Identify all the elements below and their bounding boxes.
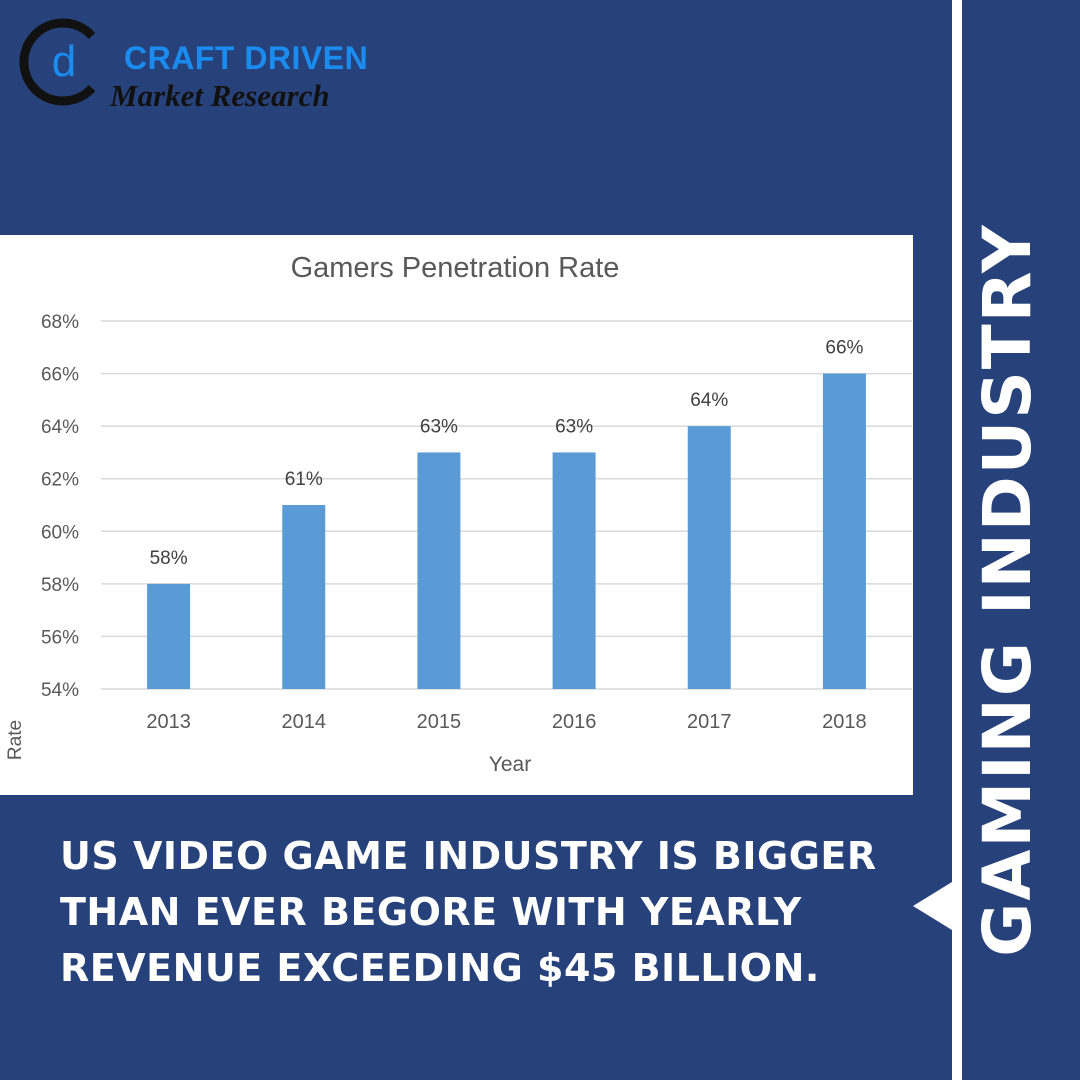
headline-line-2: THAN EVER BEGORE WITH YEARLY bbox=[60, 890, 802, 934]
y-tick-label: 56% bbox=[41, 627, 79, 648]
chart-panel: Gamers Penetration Rate 54% 56% 58% 60% 62% 6… bbox=[0, 235, 913, 795]
x-tick-label: 2015 bbox=[417, 711, 462, 733]
data-label: 64% bbox=[690, 390, 728, 411]
brand-tagline: Market Research bbox=[110, 78, 330, 113]
y-tick-label: 62% bbox=[41, 470, 79, 491]
x-axis-ticks: 2013 2014 2015 2016 2017 2018 bbox=[146, 711, 866, 733]
bar bbox=[687, 426, 731, 689]
gridlines bbox=[101, 320, 912, 690]
data-label: 63% bbox=[420, 416, 458, 437]
y-tick-label: 66% bbox=[41, 365, 79, 386]
bar bbox=[147, 583, 191, 689]
x-tick-label: 2018 bbox=[822, 711, 867, 733]
data-label: 63% bbox=[555, 416, 593, 437]
x-tick-label: 2013 bbox=[146, 711, 191, 733]
chart-title: Gamers Penetration Rate bbox=[291, 252, 620, 284]
data-label: 66% bbox=[825, 338, 863, 359]
bars bbox=[147, 373, 866, 689]
side-divider bbox=[952, 0, 962, 1080]
x-axis-label: Year bbox=[489, 753, 531, 776]
brand-logo: d CRAFT DRIVEN Market Research bbox=[18, 16, 398, 113]
y-tick-label: 58% bbox=[41, 575, 79, 596]
logo-letter: d bbox=[52, 37, 76, 86]
y-tick-label: 54% bbox=[41, 680, 79, 701]
x-tick-label: 2017 bbox=[687, 711, 732, 733]
bar bbox=[417, 452, 461, 689]
y-tick-label: 68% bbox=[41, 312, 79, 333]
bar bbox=[282, 505, 326, 689]
headline-line-3: REVENUE EXCEEDING $45 BILLION. bbox=[60, 946, 820, 990]
penetration-rate-chart: Gamers Penetration Rate 54% 56% 58% 60% 62% 6… bbox=[5, 252, 912, 776]
y-tick-label: 60% bbox=[41, 522, 79, 543]
brand-logo-icon: d bbox=[19, 18, 96, 106]
y-axis-label: Rate bbox=[5, 720, 26, 760]
brand-name: CRAFT DRIVEN bbox=[124, 40, 369, 76]
y-axis-ticks: 54% 56% 58% 60% 62% 64% 66% 68% bbox=[41, 312, 79, 701]
bar bbox=[822, 373, 866, 689]
y-tick-label: 64% bbox=[41, 417, 79, 438]
bar bbox=[552, 452, 596, 689]
data-labels: 58% 61% 63% 63% 64% 66% bbox=[150, 338, 864, 569]
x-tick-label: 2014 bbox=[282, 711, 327, 733]
side-title: GAMING INDUSTRY bbox=[969, 223, 1046, 957]
headline: US VIDEO GAME INDUSTRY IS BIGGER THAN EV… bbox=[60, 828, 910, 996]
data-label: 61% bbox=[285, 469, 323, 490]
pointer-arrow bbox=[913, 882, 952, 930]
headline-line-1: US VIDEO GAME INDUSTRY IS BIGGER bbox=[60, 834, 877, 878]
x-tick-label: 2016 bbox=[552, 711, 597, 733]
data-label: 58% bbox=[150, 548, 188, 569]
